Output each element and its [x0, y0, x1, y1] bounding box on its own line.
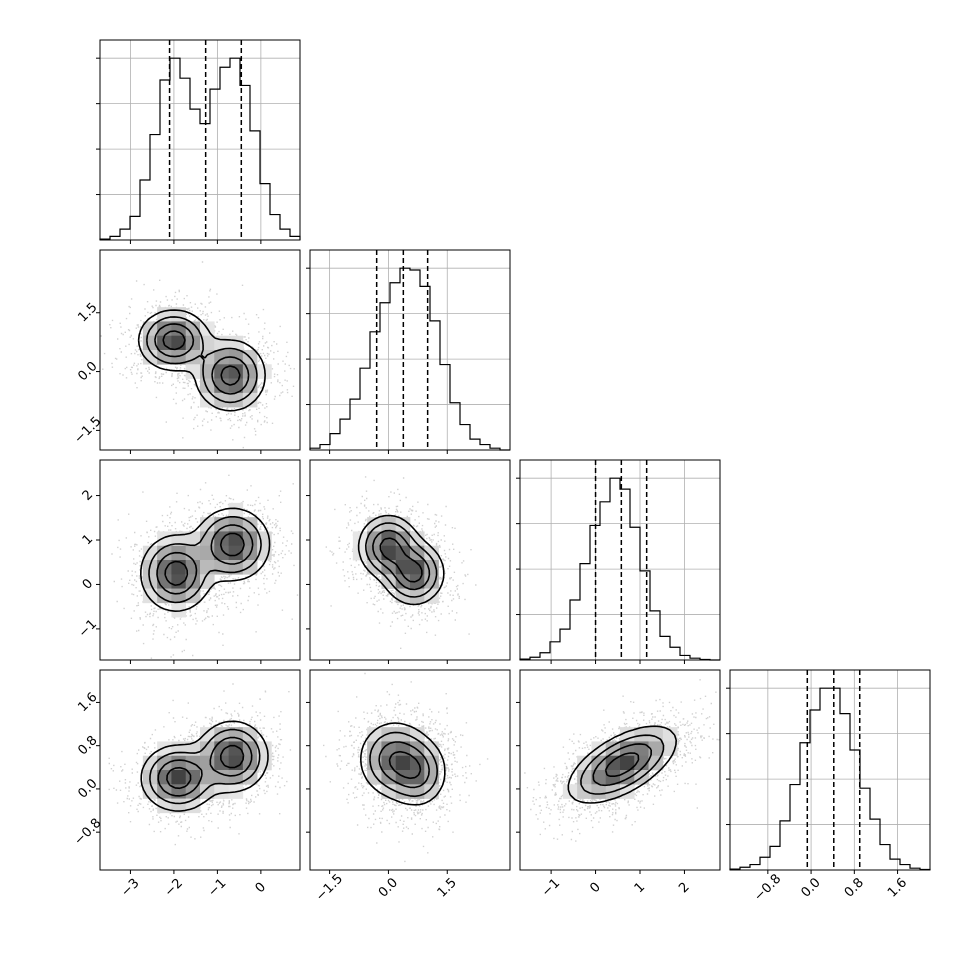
contour-level-1: [148, 516, 262, 604]
contour-level-1: [369, 731, 438, 798]
joint-plot-area: [325, 476, 477, 649]
xtick-label: −0.8: [751, 872, 784, 905]
contour-level-2: [372, 529, 431, 591]
contour-level-0: [360, 722, 446, 806]
joint-panel-2-3: [516, 669, 721, 874]
hist-frame: [99, 39, 301, 241]
hist-frame: [519, 459, 721, 661]
ytick-label: 0.0: [75, 776, 100, 801]
histogram-series-1: [309, 267, 510, 451]
hist-panel-3: [726, 669, 931, 871]
xtick-label: 1.5: [435, 875, 460, 900]
xtick-label: 1.6: [885, 875, 910, 900]
joint-frame: [309, 669, 511, 871]
joint-plot-area: [323, 672, 489, 863]
contour-level-2: [157, 736, 253, 797]
joint-plot-area: [524, 679, 720, 842]
contour-level-1: [580, 734, 665, 795]
xtick-label: −2: [162, 876, 186, 900]
hist-panel-1: [306, 249, 511, 451]
joint-panel-0-1: [96, 249, 301, 454]
joint-frame: [99, 249, 301, 451]
joint-frame: [519, 669, 721, 871]
contour-level-3: [164, 532, 245, 586]
xtick-label: 0.0: [376, 875, 401, 900]
contour-level-2: [378, 741, 430, 789]
hist-frame: [309, 249, 511, 451]
ytick-label: 0.0: [75, 359, 100, 384]
ytick-label: 1: [80, 532, 96, 548]
hist-frame: [729, 669, 931, 871]
contour-level-0: [140, 720, 269, 812]
hist-panel-0: [96, 39, 301, 241]
joint-panel-1-2: [306, 459, 511, 664]
ytick-label: 0.8: [75, 733, 100, 758]
xtick-label: −3: [118, 876, 142, 900]
histogram-series-2: [519, 477, 720, 661]
contour-level-3: [379, 537, 423, 583]
contour-level-0: [140, 507, 271, 612]
joint-plot-area: [111, 474, 299, 659]
contour-level-3: [388, 750, 422, 780]
contour-level-1: [365, 522, 438, 598]
xtick-label: 0.0: [798, 875, 823, 900]
contour-level-3: [604, 752, 640, 777]
contour-level-0: [567, 725, 677, 804]
ytick-label: 1.5: [75, 300, 100, 325]
contour-level-0: [137, 309, 266, 412]
xtick-label: 2: [676, 880, 692, 896]
xtick-label: 1: [632, 880, 648, 896]
contour-level-1: [149, 728, 261, 805]
joint-frame: [99, 669, 301, 871]
joint-plot-area: [100, 261, 295, 449]
histogram-series-3: [729, 687, 931, 871]
contour-level-2: [154, 323, 250, 395]
density-shading: [352, 517, 439, 604]
joint-panel-0-2: [96, 459, 301, 664]
ytick-label: 1.6: [75, 690, 100, 715]
hist-panel-2: [516, 459, 721, 661]
contour-level-0: [357, 514, 445, 606]
contour-level-2: [156, 524, 254, 595]
density-shading: [142, 727, 272, 814]
contour-level-3: [162, 330, 241, 386]
ytick-label: 0: [80, 576, 96, 592]
density-shading: [142, 307, 272, 408]
contour-level-2: [592, 743, 652, 787]
contour-level-3: [166, 744, 245, 790]
xtick-label: 0: [253, 880, 269, 896]
joint-plot-area: [108, 683, 292, 846]
xtick-label: 0.8: [842, 875, 867, 900]
joint-panel-1-3: [306, 669, 511, 874]
histogram-series-0: [99, 57, 301, 240]
xtick-label: −1.5: [313, 872, 346, 905]
ytick-label: −1: [76, 617, 100, 641]
xtick-label: −1: [205, 876, 229, 900]
contour-level-1: [146, 316, 258, 404]
joint-frame: [309, 459, 511, 661]
xtick-label: 0: [587, 880, 603, 896]
xtick-label: −1: [539, 876, 563, 900]
ytick-label: 2: [80, 487, 96, 503]
joint-panel-0-3: [96, 669, 301, 874]
joint-frame: [99, 459, 301, 661]
